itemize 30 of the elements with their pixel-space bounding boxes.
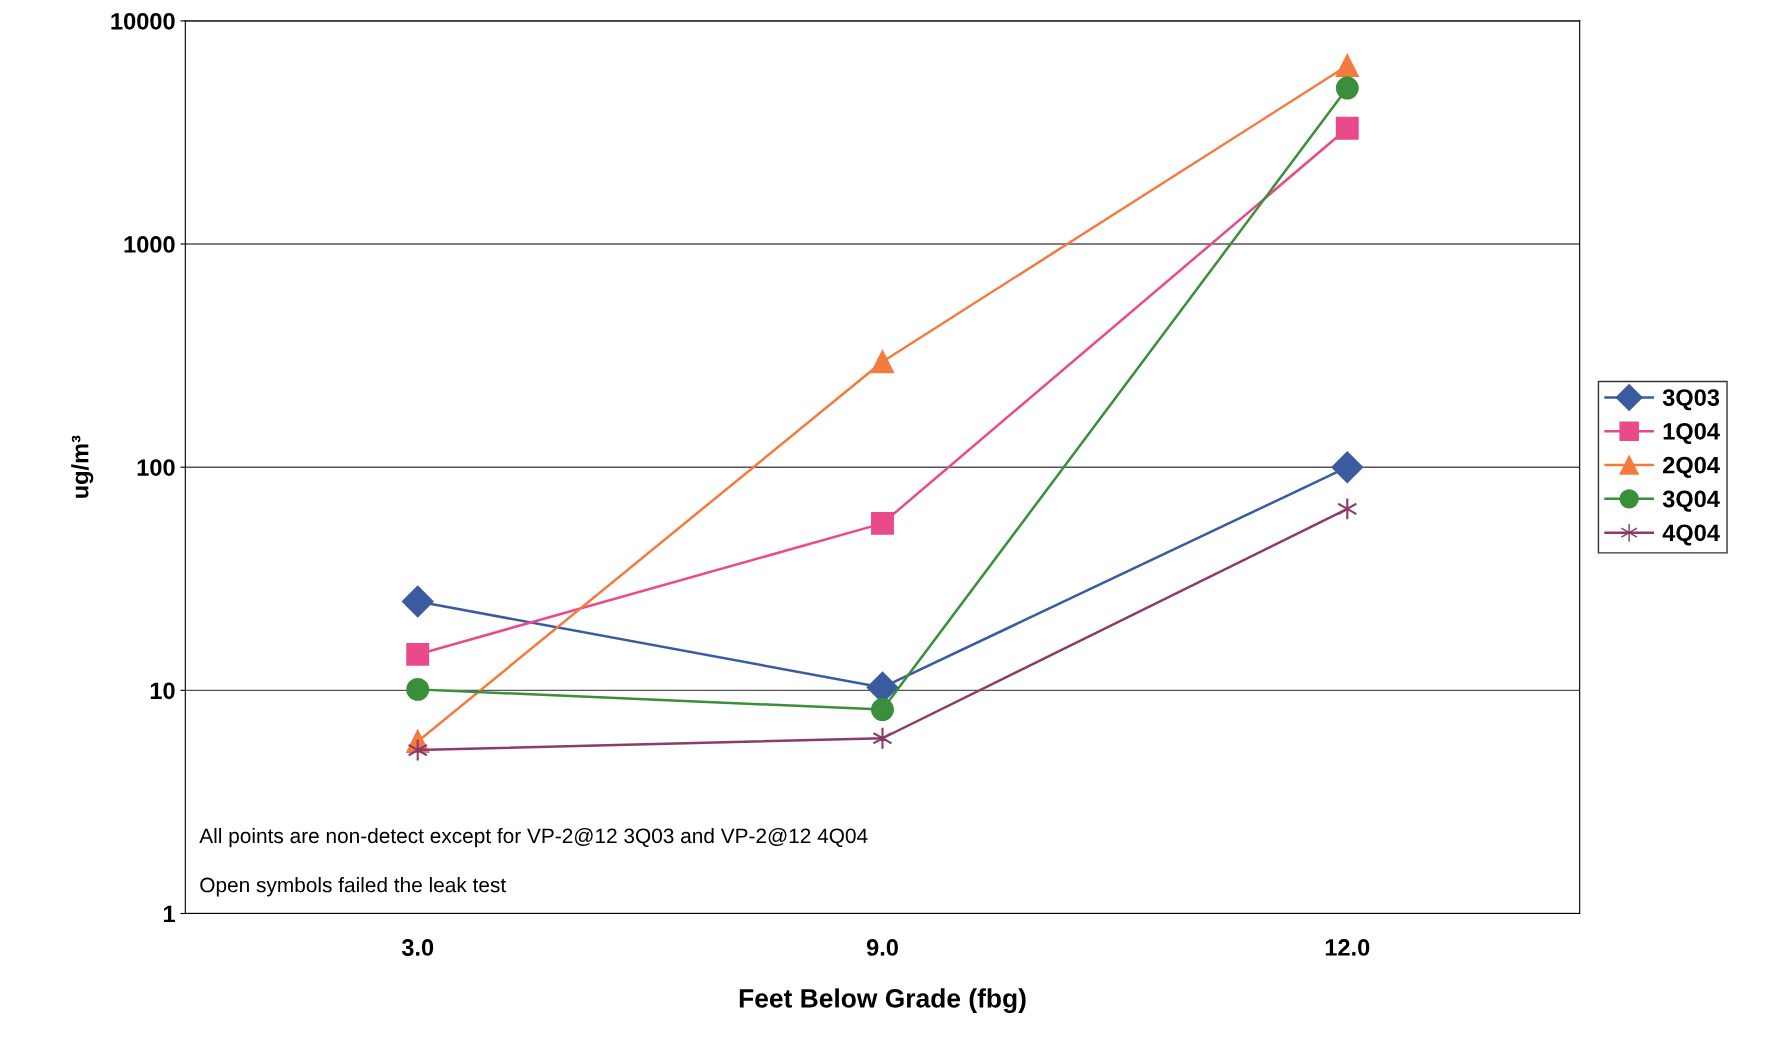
point: [1335, 76, 1359, 100]
y-axis-title: ug/m³: [71, 435, 94, 498]
point: [401, 585, 434, 618]
point: [1331, 451, 1364, 483]
legend-label: 3Q03: [1662, 389, 1720, 411]
point: [1337, 497, 1358, 521]
point: [406, 642, 430, 666]
y-tick-label: 10: [150, 682, 175, 700]
legend-label: 4Q04: [1662, 524, 1720, 546]
x-axis-title: Feet Below Grade (fbg): [739, 988, 1026, 1013]
legend-label: 2Q04: [1663, 456, 1720, 478]
x-tick-label: 3.0: [401, 939, 434, 956]
point: [407, 738, 428, 762]
annotation: All points are non-detect except for VP-2@12 3Q03 and VP-2@12 4Q04: [199, 827, 868, 848]
y-tick-label: 100: [137, 459, 175, 476]
y-tick-label: 1: [163, 905, 175, 923]
point: [406, 677, 430, 701]
point: [872, 726, 893, 750]
legend-label: 3Q04: [1662, 490, 1720, 512]
legend-label: 1Q04: [1663, 422, 1720, 445]
point: [1335, 116, 1359, 140]
annotation: Open symbols failed the leak test: [200, 877, 506, 897]
y-tick-label: 10000: [111, 12, 175, 30]
point: [1335, 54, 1359, 78]
y-tick-label: 1000: [124, 236, 175, 253]
point: [871, 350, 894, 374]
x-tick-label: 9.0: [866, 939, 898, 956]
point: [871, 698, 894, 722]
point: [871, 511, 894, 535]
x-tick-label: 12.0: [1325, 939, 1370, 956]
